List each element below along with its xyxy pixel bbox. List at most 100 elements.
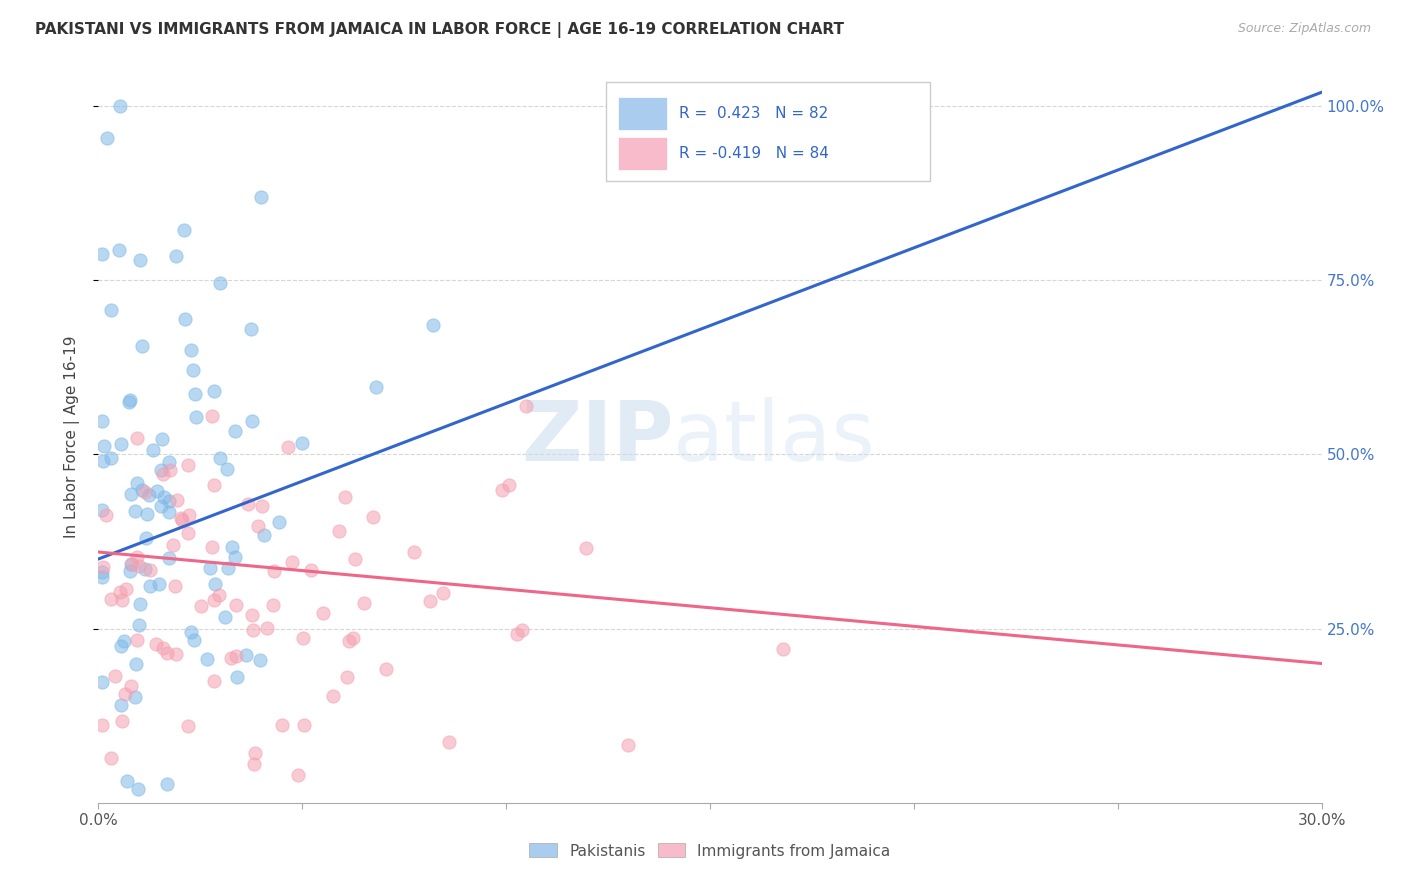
Point <box>322 690 344 704</box>
Point <box>336 670 359 684</box>
Point <box>100 592 122 607</box>
Point <box>217 561 239 575</box>
Point <box>263 564 285 578</box>
Text: atlas: atlas <box>673 397 875 477</box>
Point <box>157 494 180 508</box>
Point <box>150 432 173 446</box>
Point <box>277 440 299 454</box>
Point <box>201 409 224 424</box>
Point <box>253 528 276 542</box>
Point <box>208 276 231 290</box>
Point <box>125 657 148 671</box>
Point <box>134 484 156 499</box>
Point <box>239 321 262 335</box>
Point <box>506 626 529 640</box>
Point <box>162 538 184 552</box>
Point <box>91 570 114 584</box>
Y-axis label: In Labor Force | Age 16-19: In Labor Force | Age 16-19 <box>65 335 80 539</box>
Point <box>124 504 146 518</box>
Point <box>219 650 242 665</box>
Point <box>125 431 148 445</box>
Point <box>115 773 138 788</box>
Point <box>224 424 246 438</box>
Point <box>402 544 425 558</box>
Point <box>512 623 534 637</box>
Point <box>312 606 335 620</box>
FancyBboxPatch shape <box>619 137 668 170</box>
Point <box>110 585 132 599</box>
Point <box>432 585 454 599</box>
Point <box>281 555 304 569</box>
Point <box>186 409 208 424</box>
Point <box>170 510 193 524</box>
Point <box>135 531 157 545</box>
Legend: Pakistanis, Immigrants from Jamaica: Pakistanis, Immigrants from Jamaica <box>523 838 897 864</box>
Point <box>145 637 167 651</box>
Point <box>235 648 257 663</box>
Point <box>419 593 441 607</box>
Point <box>93 439 115 453</box>
Point <box>292 631 315 645</box>
Point <box>131 339 153 353</box>
Point <box>100 751 122 765</box>
Point <box>616 738 638 752</box>
Point <box>291 436 314 450</box>
Point <box>125 475 148 490</box>
Point <box>110 437 132 451</box>
Point <box>180 343 202 357</box>
Point <box>195 652 218 666</box>
Point <box>179 508 201 522</box>
Point <box>181 363 204 377</box>
Point <box>270 718 292 732</box>
Point <box>173 312 195 326</box>
Point <box>226 669 249 683</box>
Point <box>225 598 247 612</box>
Point <box>575 541 598 555</box>
Point <box>108 243 131 257</box>
Point <box>361 510 384 524</box>
Point <box>201 540 224 554</box>
Point <box>204 577 226 591</box>
Point <box>120 557 142 571</box>
Point <box>256 621 278 635</box>
Point <box>202 674 225 689</box>
Point <box>249 190 271 204</box>
Point <box>110 639 132 653</box>
Point <box>124 690 146 704</box>
Point <box>202 593 225 607</box>
Point <box>121 558 143 572</box>
Point <box>138 488 160 502</box>
Text: R = -0.419   N = 84: R = -0.419 N = 84 <box>679 145 830 161</box>
Point <box>173 223 195 237</box>
Point <box>177 526 200 541</box>
Point <box>127 549 149 564</box>
Point <box>91 565 114 579</box>
Point <box>249 653 271 667</box>
Point <box>344 552 367 566</box>
Point <box>292 718 315 732</box>
Point <box>364 380 387 394</box>
Point <box>498 478 520 492</box>
Point <box>91 718 114 732</box>
Point <box>111 592 134 607</box>
Point <box>242 623 264 637</box>
Point <box>96 131 118 145</box>
Point <box>111 714 134 729</box>
Point <box>120 487 142 501</box>
Point <box>422 318 444 333</box>
Point <box>374 662 396 676</box>
Point <box>225 648 247 663</box>
Point <box>100 302 122 317</box>
Point <box>176 458 198 473</box>
Point <box>240 608 263 623</box>
Point <box>353 596 375 610</box>
Point <box>166 493 188 508</box>
Point <box>114 687 136 701</box>
FancyBboxPatch shape <box>606 82 931 181</box>
Point <box>146 484 169 499</box>
Point <box>152 467 174 481</box>
Point <box>243 757 266 772</box>
Point <box>100 451 122 466</box>
Point <box>128 559 150 574</box>
Point <box>515 399 537 413</box>
